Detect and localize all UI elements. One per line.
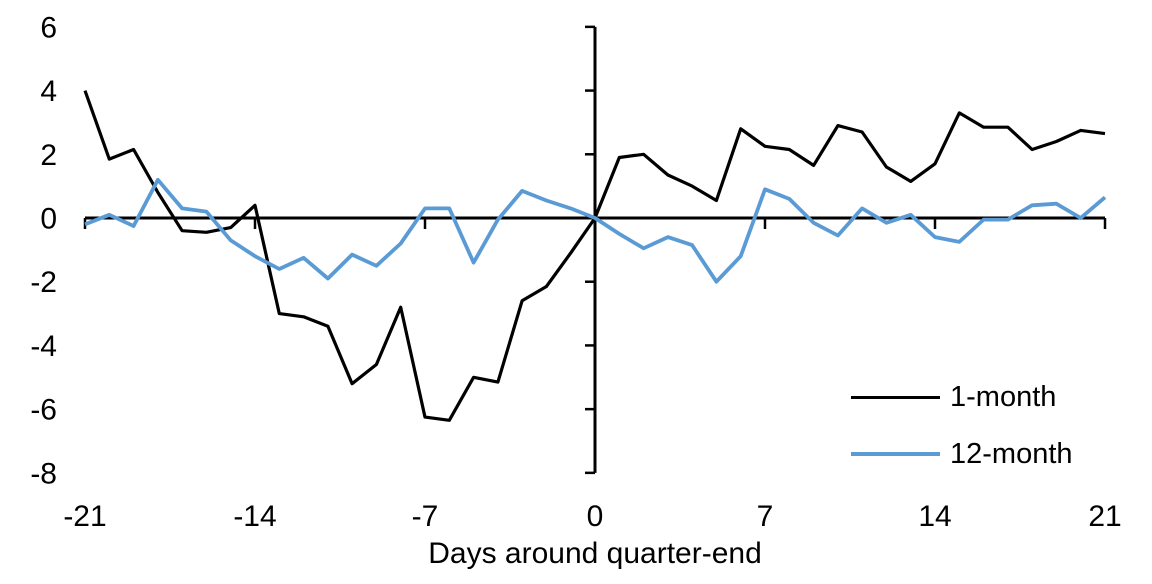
y-tick-label: -6 xyxy=(30,394,57,427)
x-tick-label: 7 xyxy=(757,500,774,533)
x-tick-label: -21 xyxy=(63,500,106,533)
legend-item-1-month: 1-month xyxy=(851,382,1073,412)
y-tick-label: -8 xyxy=(30,457,57,490)
x-tick-label: -7 xyxy=(412,500,439,533)
legend-line-sample-1-month xyxy=(851,395,940,399)
x-tick-label: 21 xyxy=(1088,500,1121,533)
x-tick-label: 14 xyxy=(918,500,951,533)
x-axis-title: Days around quarter-end xyxy=(428,537,762,570)
y-tick-label: -4 xyxy=(30,330,57,363)
y-tick-label: -2 xyxy=(30,266,57,299)
y-tick-label: 2 xyxy=(40,139,57,172)
y-tick-label: 4 xyxy=(40,75,57,108)
x-tick-label: 0 xyxy=(587,500,604,533)
legend-label-12-month: 12-month xyxy=(950,437,1073,470)
x-tick-label: -14 xyxy=(233,500,276,533)
series-line-12-month xyxy=(84,177,1107,284)
y-tick-label: 6 xyxy=(40,11,57,44)
legend-item-12-month: 12-month xyxy=(851,439,1073,469)
legend: 1-month 12-month xyxy=(851,382,1073,469)
legend-label-1-month: 1-month xyxy=(950,380,1057,413)
legend-line-sample-12-month xyxy=(851,452,940,456)
y-tick-label: 0 xyxy=(40,203,57,236)
